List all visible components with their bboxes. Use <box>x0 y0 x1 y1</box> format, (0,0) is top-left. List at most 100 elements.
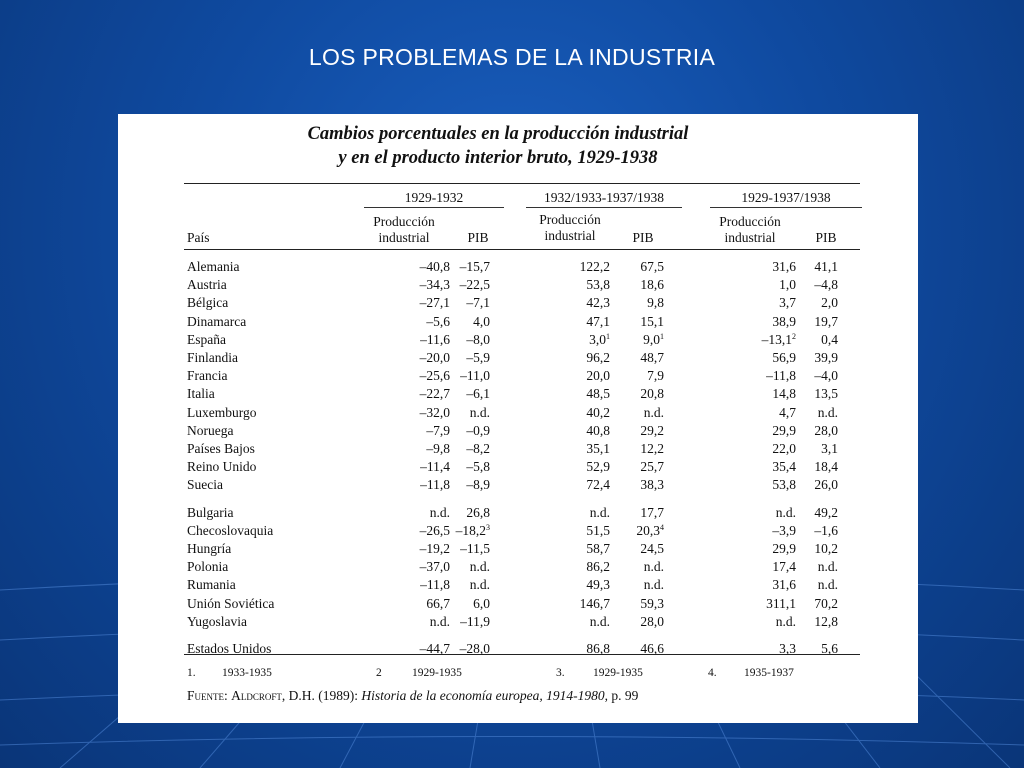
row-cell: –0,9 <box>466 422 490 438</box>
row-cell: 3,7 <box>779 295 796 311</box>
row-cell: 20,8 <box>640 386 664 402</box>
row-cell: –4,8 <box>814 277 838 293</box>
group-underline-3 <box>710 207 862 208</box>
table-caption-line2: y en el producto interior bruto, 1929-19… <box>338 148 658 168</box>
row-cell: n.d. <box>643 559 664 575</box>
header-rule <box>184 249 860 250</box>
row-cell: 86,2 <box>586 559 610 575</box>
row-cell: –11,8 <box>420 477 450 493</box>
row-cell: 18,4 <box>814 459 838 475</box>
row-cell: –8,9 <box>466 477 490 493</box>
row-country: Países Bajos <box>187 441 255 456</box>
row-cell: 4,0 <box>473 313 490 329</box>
row-cell: 35,1 <box>586 441 610 456</box>
row-cell: –8,0 <box>466 331 490 347</box>
row-cell: 35,4 <box>772 459 796 475</box>
row-country: Checoslovaquia <box>187 522 274 538</box>
row-country: Noruega <box>187 422 234 438</box>
row-cell: n.d. <box>469 577 490 593</box>
row-cell: 20,0 <box>586 368 610 384</box>
row-cell: 19,7 <box>814 313 838 329</box>
row-country: España <box>187 331 226 347</box>
row-cell: 1,0 <box>779 277 796 293</box>
row-cell: –44,7 <box>419 641 450 656</box>
row-cell: 122,2 <box>579 259 610 274</box>
row-cell: 53,8 <box>772 477 796 493</box>
row-country: Yugoslavia <box>187 613 247 629</box>
row-cell: –11,0 <box>460 368 490 384</box>
row-cell: n.d. <box>429 504 450 520</box>
row-cell: 53,8 <box>586 277 610 293</box>
row-country: Finlandia <box>187 350 238 365</box>
row-country: Hungría <box>187 541 232 556</box>
row-cell: 7,9 <box>647 368 664 384</box>
row-cell: –5,6 <box>426 313 450 329</box>
row-cell: 3,1 <box>821 441 838 456</box>
row-cell: –11,9 <box>460 613 490 629</box>
source-author: Aldcroft <box>231 688 282 703</box>
header-pib-3: PIB <box>815 230 837 245</box>
row-cell: n.d. <box>589 504 610 520</box>
group-header-3: 1929-1937/1938 <box>741 190 831 205</box>
top-rule <box>184 183 860 184</box>
row-cell: –11,8 <box>420 577 450 593</box>
group-header-2: 1932/1933-1937/1938 <box>544 190 664 205</box>
row-cell: 4,7 <box>779 404 796 420</box>
slide-title: LOS PROBLEMAS DE LA INDUSTRIA <box>308 44 716 70</box>
row-cell: 5,6 <box>821 641 838 656</box>
row-cell: –5,8 <box>466 459 490 475</box>
row-cell: 146,7 <box>579 595 610 611</box>
row-cell: 96,2 <box>586 350 610 365</box>
footnote-1-text: 1933-1935 <box>222 667 272 679</box>
row-cell: 58,7 <box>586 541 610 556</box>
footnote-marker: 3 <box>486 522 490 532</box>
row-cell: –11,5 <box>460 541 490 556</box>
row-cell: 40,8 <box>586 422 610 438</box>
scanned-table: Cambios porcentuales en la producción in… <box>118 114 918 723</box>
row-cell: 41,1 <box>814 259 838 274</box>
source-label: Fuente: <box>187 688 228 703</box>
row-cell: –15,7 <box>459 259 490 274</box>
footnote-marker: 1 <box>660 331 664 341</box>
row-cell: 31,6 <box>772 577 796 593</box>
source-page: , p. 99 <box>604 688 639 703</box>
row-cell: –20,0 <box>419 350 450 365</box>
row-country: Austria <box>187 277 227 293</box>
row-cell: n.d. <box>589 613 610 629</box>
row-cell: 70,2 <box>814 595 838 611</box>
row-cell: –25,6 <box>419 368 450 384</box>
table-caption-line1: Cambios porcentuales en la producción in… <box>307 124 689 144</box>
row-cell: 22,0 <box>772 441 796 456</box>
row-cell: –28,0 <box>459 641 490 656</box>
row-country: Dinamarca <box>187 313 247 329</box>
row-cell: 49,2 <box>814 504 838 520</box>
row-cell: 49,3 <box>586 577 610 593</box>
row-cell: 26,8 <box>466 504 490 520</box>
row-cell: 9,8 <box>647 295 664 311</box>
row-cell: 26,0 <box>814 477 838 493</box>
row-cell: 72,4 <box>586 477 610 493</box>
row-cell: –1,6 <box>814 522 838 538</box>
row-cell: n.d. <box>643 577 664 593</box>
row-cell: 46,6 <box>640 641 664 656</box>
row-cell: –40,8 <box>419 259 450 274</box>
header-pais: País <box>187 230 210 245</box>
row-cell: 9,01 <box>643 331 664 347</box>
row-cell: 31,6 <box>772 259 796 274</box>
row-cell: 51,5 <box>586 522 610 538</box>
group-underline-2 <box>526 207 682 208</box>
row-cell: 67,5 <box>640 259 664 274</box>
row-cell: –34,3 <box>419 277 450 293</box>
header-pib-1: PIB <box>467 230 489 245</box>
row-cell: –22,5 <box>459 277 490 293</box>
footnote-3-num: 3. <box>556 667 565 679</box>
row-cell: n.d. <box>817 404 838 420</box>
row-cell: –11,4 <box>420 459 450 475</box>
row-cell: 86,8 <box>586 641 610 656</box>
row-cell: –4,0 <box>814 368 838 384</box>
row-cell: –6,1 <box>466 386 490 402</box>
row-cell: 24,5 <box>640 541 664 556</box>
footnote-4-num: 4. <box>708 667 717 679</box>
row-cell: 3,01 <box>589 331 610 347</box>
row-cell: –11,6 <box>420 331 450 347</box>
